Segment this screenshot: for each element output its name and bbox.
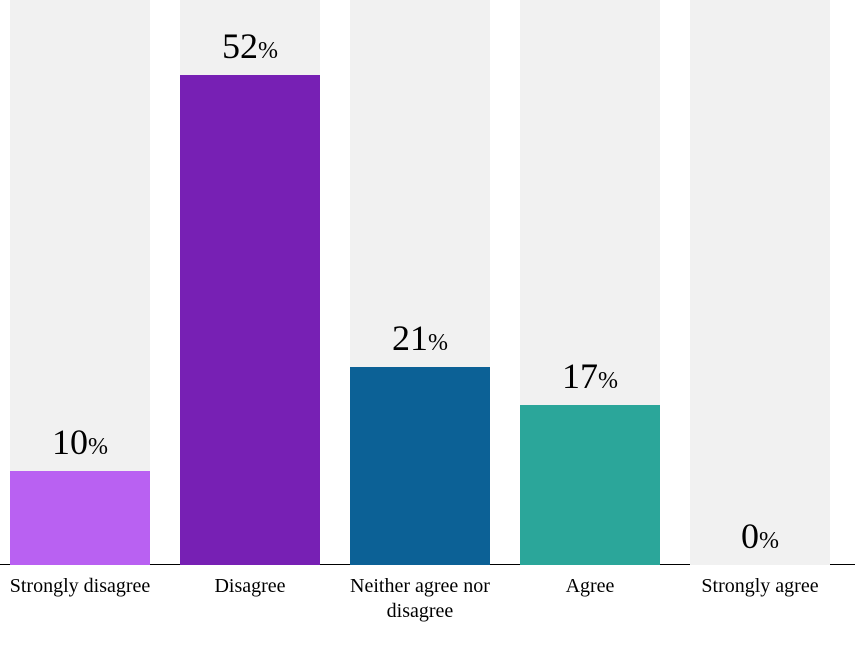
bar-value-label: 21% (350, 317, 490, 359)
percent-sign: % (88, 434, 108, 460)
survey-bar-chart: 10%52%21%17%0% Strongly disagreeDisagree… (0, 0, 855, 646)
bar-slot: 21% (350, 0, 490, 565)
category-label: Neither agree nor disagree (340, 574, 500, 624)
bar-value-number: 52 (222, 26, 258, 66)
category-label: Disagree (170, 574, 330, 599)
bar-value-number: 17 (562, 356, 598, 396)
category-label: Strongly disagree (0, 574, 160, 599)
bar-slot: 17% (520, 0, 660, 565)
bar-fill (350, 367, 490, 565)
bar-value-number: 10 (52, 422, 88, 462)
percent-sign: % (428, 330, 448, 356)
bar-fill (520, 405, 660, 565)
bar-value-label: 17% (520, 355, 660, 397)
plot-area: 10%52%21%17%0% (0, 0, 855, 565)
percent-sign: % (759, 528, 779, 554)
bar-value-number: 21 (392, 318, 428, 358)
bar-slot: 52% (180, 0, 320, 565)
bar-fill (180, 75, 320, 565)
category-label: Strongly agree (680, 574, 840, 599)
percent-sign: % (598, 368, 618, 394)
bar-value-label: 52% (180, 25, 320, 67)
bar-slot: 10% (10, 0, 150, 565)
category-label: Agree (510, 574, 670, 599)
bar-slot: 0% (690, 0, 830, 565)
bar-fill (10, 471, 150, 565)
bar-background (690, 0, 830, 565)
bar-value-label: 10% (10, 421, 150, 463)
bar-value-label: 0% (690, 515, 830, 557)
percent-sign: % (258, 38, 278, 64)
bar-value-number: 0 (741, 516, 759, 556)
